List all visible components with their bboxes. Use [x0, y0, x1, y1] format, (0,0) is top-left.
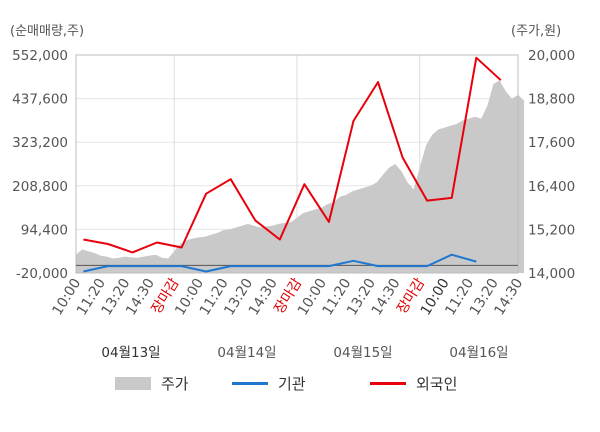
right-axis-tick-label: 20,000 — [528, 48, 575, 64]
left-axis-tick-label: -20,000 — [16, 266, 68, 282]
legend-swatch-institution — [232, 382, 268, 385]
left-axis-tick-label: 552,000 — [12, 48, 68, 64]
date-label: 04월14일 — [217, 345, 276, 361]
legend-item-institution: 기관 — [232, 373, 306, 394]
legend-label-institution: 기관 — [278, 375, 306, 393]
left-axis-unit: (순매매량,주) — [10, 24, 85, 39]
date-label: 04월16일 — [449, 345, 508, 361]
left-axis-tick-label: 437,600 — [12, 92, 68, 108]
legend-label-price: 주가 — [161, 375, 189, 393]
legend-swatch-foreign — [370, 382, 406, 385]
legend-swatch-price — [115, 377, 151, 390]
left-axis-tick-label: 323,200 — [12, 135, 68, 151]
date-label: 04월15일 — [333, 345, 392, 361]
left-axis-tick-label: 94,400 — [21, 222, 68, 238]
date-label: 04월13일 — [101, 345, 160, 361]
right-axis-tick-label: 15,200 — [528, 222, 575, 238]
right-axis-tick-label: 17,600 — [528, 135, 575, 151]
legend-item-price: 주가 — [115, 373, 189, 394]
foreign-line — [83, 56, 502, 254]
institution-line — [83, 253, 477, 273]
legend-label-foreign: 외국인 — [416, 375, 458, 393]
right-axis-tick-label: 14,000 — [528, 266, 575, 282]
left-axis-tick-label: 208,800 — [12, 179, 68, 195]
right-axis-tick-label: 18,800 — [528, 92, 575, 108]
price-area — [76, 80, 525, 274]
plot-border — [75, 54, 519, 274]
legend-item-foreign: 외국인 — [370, 373, 457, 394]
right-axis-tick-label: 16,400 — [528, 179, 575, 195]
right-axis-unit: (주가,원) — [511, 24, 562, 39]
